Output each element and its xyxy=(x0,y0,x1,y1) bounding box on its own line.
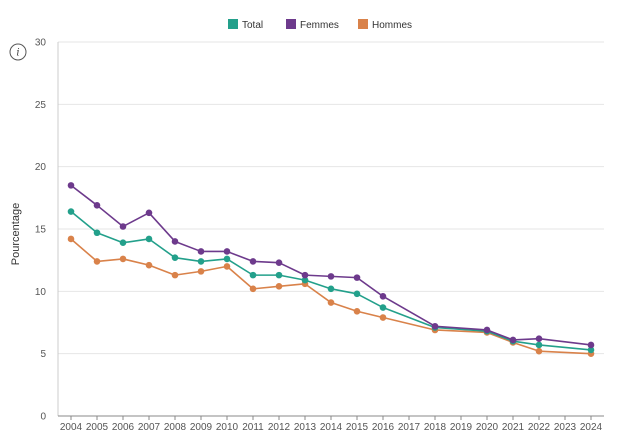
data-point-femmes[interactable] xyxy=(509,336,517,344)
y-axis-title: Pourcentage xyxy=(10,203,22,265)
data-point-femmes[interactable] xyxy=(379,293,387,300)
x-tick-label: 2024 xyxy=(580,422,603,433)
legend-swatch xyxy=(286,19,296,29)
data-point-total[interactable] xyxy=(379,304,387,311)
legend: Total Femmes Hommes xyxy=(228,19,412,31)
x-tick-label: 2018 xyxy=(424,422,447,433)
legend-label: Hommes xyxy=(372,20,412,31)
legend-swatch xyxy=(358,19,368,29)
data-point-total[interactable] xyxy=(301,276,309,284)
data-point-femmes[interactable] xyxy=(301,271,309,279)
y-tick-label: 15 xyxy=(35,225,47,236)
x-tick-label: 2008 xyxy=(164,422,187,433)
data-point-hommes[interactable] xyxy=(249,285,257,293)
data-point-femmes[interactable] xyxy=(483,326,491,334)
series-line-femmes xyxy=(70,184,592,346)
x-tick-label: 2020 xyxy=(476,422,499,433)
data-point-femmes[interactable] xyxy=(535,335,543,343)
data-point-femmes[interactable] xyxy=(353,274,361,281)
info-button[interactable]: i xyxy=(9,43,27,61)
data-point-total[interactable] xyxy=(145,235,153,243)
data-point-hommes[interactable] xyxy=(67,235,75,243)
data-point-hommes[interactable] xyxy=(223,263,231,270)
x-tick-label: 2014 xyxy=(320,422,343,433)
data-point-hommes[interactable] xyxy=(93,258,101,265)
data-point-total[interactable] xyxy=(249,271,257,279)
data-point-hommes[interactable] xyxy=(119,255,127,263)
series xyxy=(67,182,595,357)
data-point-hommes[interactable] xyxy=(353,307,361,315)
data-point-total[interactable] xyxy=(119,239,127,247)
data-point-hommes[interactable] xyxy=(275,283,283,290)
x-tick-label: 2010 xyxy=(216,422,239,433)
y-tick-label: 10 xyxy=(35,287,47,298)
y-tick-label: 0 xyxy=(40,412,46,423)
data-point-hommes[interactable] xyxy=(535,347,543,355)
data-point-total[interactable] xyxy=(67,208,75,215)
data-point-femmes[interactable] xyxy=(249,258,257,265)
data-point-total[interactable] xyxy=(353,290,361,298)
legend-swatch xyxy=(228,19,238,29)
data-point-femmes[interactable] xyxy=(145,209,153,217)
data-point-hommes[interactable] xyxy=(327,299,335,306)
series-line-total xyxy=(70,210,592,351)
data-point-femmes[interactable] xyxy=(67,182,75,189)
data-point-total[interactable] xyxy=(171,254,179,261)
data-point-femmes[interactable] xyxy=(587,341,595,349)
y-tick-label: 25 xyxy=(35,100,47,111)
x-tick-label: 2011 xyxy=(242,422,264,433)
series-total xyxy=(67,208,595,354)
data-point-femmes[interactable] xyxy=(197,248,205,255)
data-point-total[interactable] xyxy=(275,271,283,279)
data-point-femmes[interactable] xyxy=(171,238,179,245)
axes: 0 5 10 15 20 25 30 2004 2005 2006 2007 2008 2009 2010… xyxy=(35,38,604,433)
data-point-hommes[interactable] xyxy=(171,271,179,279)
x-tick-label: 2015 xyxy=(346,422,369,433)
x-tick-label: 2006 xyxy=(112,422,135,433)
data-point-hommes[interactable] xyxy=(145,261,153,269)
x-tick-label: 2005 xyxy=(86,422,109,433)
info-icon[interactable] xyxy=(9,43,27,61)
x-tick-label: 2007 xyxy=(138,422,161,433)
x-tick-label: 2013 xyxy=(294,422,317,433)
x-tick-label: 2017 xyxy=(398,422,421,433)
y-tick-label: 20 xyxy=(35,162,47,173)
data-point-femmes[interactable] xyxy=(119,223,127,230)
y-tick-label: 5 xyxy=(40,349,46,360)
data-point-total[interactable] xyxy=(93,229,101,237)
data-point-total[interactable] xyxy=(223,255,231,263)
grid xyxy=(58,41,604,355)
data-point-total[interactable] xyxy=(197,258,205,265)
x-tick-label: 2023 xyxy=(554,422,577,433)
data-point-femmes[interactable] xyxy=(223,248,231,255)
legend-item-hommes[interactable]: Hommes xyxy=(358,19,412,31)
x-tick-label: 2016 xyxy=(372,422,395,433)
x-tick-label: 2012 xyxy=(268,422,291,433)
x-tick-label: 2004 xyxy=(60,422,83,433)
series-line-hommes xyxy=(70,238,592,355)
series-hommes xyxy=(67,235,595,357)
data-point-hommes[interactable] xyxy=(379,314,387,321)
y-tick-label: 30 xyxy=(35,38,47,49)
x-tick-label: 2019 xyxy=(450,422,473,433)
data-point-femmes[interactable] xyxy=(327,273,335,280)
series-femmes xyxy=(67,182,595,349)
legend-item-femmes[interactable]: Femmes xyxy=(286,19,339,31)
x-tick-label: 2009 xyxy=(190,422,213,433)
legend-label: Total xyxy=(242,20,263,31)
data-point-femmes[interactable] xyxy=(275,259,283,266)
legend-label: Femmes xyxy=(300,20,339,31)
data-point-total[interactable] xyxy=(327,285,335,293)
data-point-total[interactable] xyxy=(587,346,595,354)
legend-item-total[interactable]: Total xyxy=(228,19,263,31)
x-tick-label: 2022 xyxy=(528,422,551,433)
info-icon-glyph: i xyxy=(16,48,19,59)
data-point-total[interactable] xyxy=(535,341,543,349)
data-point-femmes[interactable] xyxy=(93,202,101,209)
data-point-femmes[interactable] xyxy=(431,322,439,330)
data-point-hommes[interactable] xyxy=(197,268,205,275)
x-tick-label: 2021 xyxy=(502,422,525,433)
